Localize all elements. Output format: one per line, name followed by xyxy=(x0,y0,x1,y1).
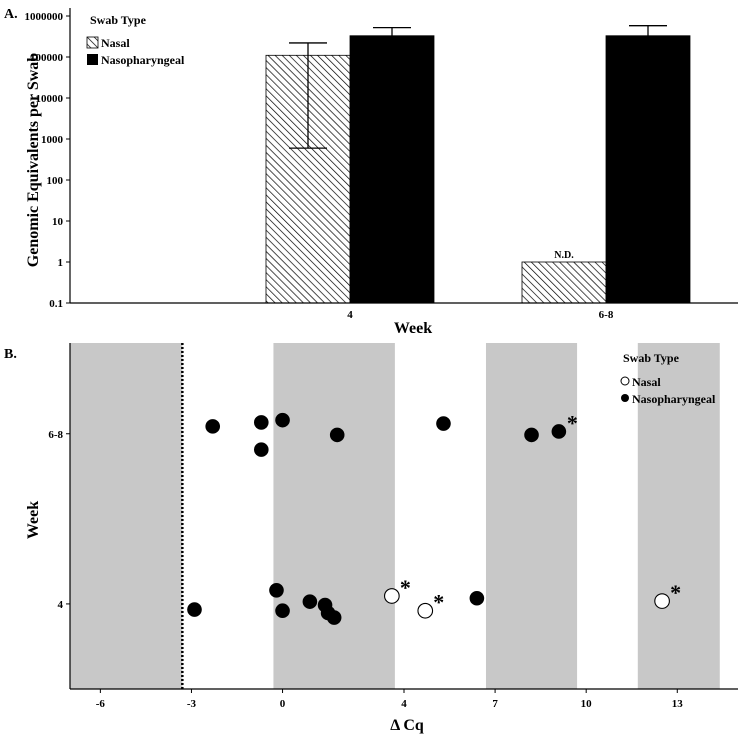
y-tick-label: 1000000 xyxy=(25,11,64,23)
significance-marker: * xyxy=(567,410,578,435)
panel-a-legend-nasopharyngeal: Nasopharyngeal xyxy=(101,53,185,67)
panel-b-legend-title: Swab Type xyxy=(623,351,680,365)
y-tick-label: 10 xyxy=(52,216,64,228)
point-nasopharyngeal xyxy=(524,427,539,443)
bar-nasal-6-8 xyxy=(521,261,607,304)
panel-b-y-axis-title: Week xyxy=(25,501,42,539)
x-tick-label: 0 xyxy=(280,698,286,710)
point-nasopharyngeal xyxy=(551,424,567,439)
panel-a-y-axis-title: Genomic Equivalents per Swab xyxy=(25,53,42,268)
bar-nasopharyngeal-6-8 xyxy=(605,35,691,304)
point-nasopharyngeal xyxy=(275,603,290,619)
legend-swatch-nasal xyxy=(86,36,99,49)
y-tick-label: 1 xyxy=(58,257,64,269)
x-tick-label: 7 xyxy=(492,698,498,710)
x-tick-label: 4 xyxy=(401,698,407,710)
shaded-band xyxy=(637,343,720,689)
panel-b-label: B. xyxy=(4,347,17,362)
bar-nasopharyngeal-4 xyxy=(349,35,435,304)
point-nasal xyxy=(417,602,434,619)
shaded-band xyxy=(485,343,578,689)
panel-b-legend-nasopharyngeal: Nasopharyngeal xyxy=(632,392,716,406)
shaded-band xyxy=(273,343,395,689)
point-nasopharyngeal xyxy=(269,583,284,598)
y-tick-label: 100 xyxy=(47,175,64,187)
point-nasopharyngeal xyxy=(302,594,318,609)
point-nasopharyngeal xyxy=(253,442,269,457)
point-nasopharyngeal xyxy=(205,419,221,434)
panel-b: B. -6 -3 0 4 7 10 13 4 6-8 * * * * Week Δ Cq Swab Ty… xyxy=(4,343,738,734)
shaded-band xyxy=(70,343,183,689)
bar-data-label: N.D. xyxy=(554,250,574,261)
panel-a-x-axis-title: Week xyxy=(394,320,432,337)
point-nasopharyngeal xyxy=(436,416,451,431)
x-tick-label: 4 xyxy=(347,309,353,321)
panel-b-legend: Swab Type Nasal Nasopharyngeal xyxy=(620,351,716,406)
legend-swatch-nasopharyngeal xyxy=(87,54,98,65)
y-tick-label: 4 xyxy=(58,599,64,611)
y-tick-label: 6-8 xyxy=(48,429,63,441)
point-nasopharyngeal xyxy=(275,412,290,428)
y-tick-label: 1000 xyxy=(41,134,64,146)
point-nasal xyxy=(654,593,670,609)
panel-b-legend-nasal: Nasal xyxy=(632,375,661,389)
panel-a-label: A. xyxy=(4,7,18,22)
point-nasopharyngeal xyxy=(469,590,485,606)
point-nasal xyxy=(384,588,400,604)
y-tick-label: 100000 xyxy=(30,52,64,64)
point-nasopharyngeal xyxy=(253,415,269,430)
x-tick-label: 13 xyxy=(672,698,684,710)
legend-marker-nasal xyxy=(620,376,630,386)
x-tick-label: 6-8 xyxy=(599,309,614,321)
panel-a-legend-nasal: Nasal xyxy=(101,36,130,50)
x-tick-label: 10 xyxy=(581,698,593,710)
panel-a-legend-title: Swab Type xyxy=(90,13,147,27)
panel-a-legend: Swab Type Nasal Nasopharyngeal xyxy=(86,13,185,67)
panel-a-plot: 0.1 1 10 100 1000 10000 100000 1000000 4 6-8 N.D. xyxy=(25,11,691,321)
panel-a: A. 0.1 1 10 100 1000 10000 100000 1000000 4 6-8 N.… xyxy=(4,7,738,337)
significance-marker: * xyxy=(433,590,444,615)
x-tick-label: -3 xyxy=(187,698,197,710)
y-tick-label: 0.1 xyxy=(49,298,63,310)
panel-b-plot: -6 -3 0 4 7 10 13 4 6-8 * * * * xyxy=(48,343,720,710)
y-tick-label: 10000 xyxy=(36,93,64,105)
legend-marker-nasopharyngeal xyxy=(621,394,629,402)
point-nasopharyngeal xyxy=(187,602,202,617)
x-tick-label: -6 xyxy=(96,698,106,710)
panel-b-x-axis-title: Δ Cq xyxy=(390,717,424,734)
point-nasopharyngeal xyxy=(326,610,342,625)
significance-marker: * xyxy=(670,580,681,605)
significance-marker: * xyxy=(400,575,411,600)
point-nasopharyngeal xyxy=(329,427,345,443)
